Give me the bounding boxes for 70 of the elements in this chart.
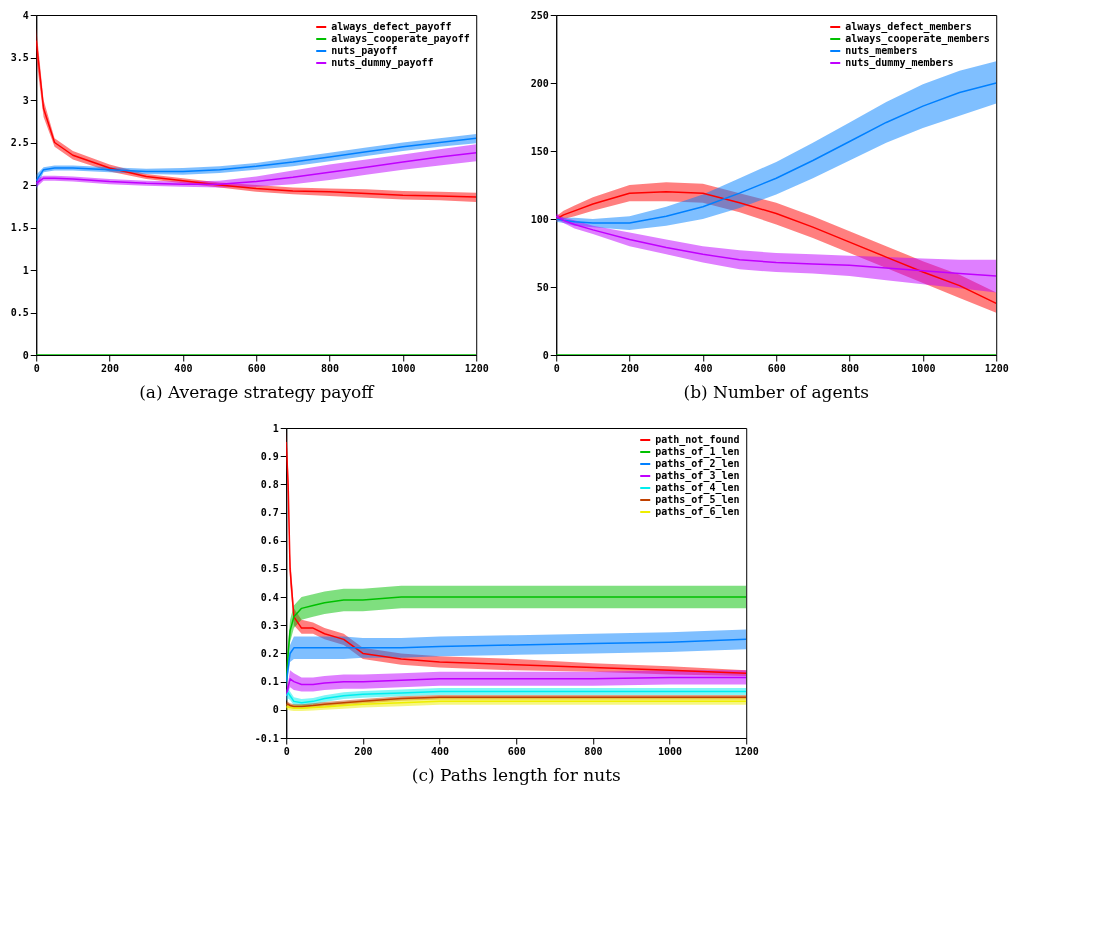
x-tick-label: 0 <box>33 362 40 374</box>
x-tick-label: 400 <box>431 745 450 757</box>
y-tick-label: 2 <box>22 179 29 191</box>
x-tick-label: 800 <box>321 362 340 374</box>
x-tick-label: 1000 <box>911 362 936 374</box>
y-tick-label: 150 <box>530 145 549 157</box>
y-tick-label: 1 <box>22 264 29 276</box>
x-tick-label: 1200 <box>464 362 489 374</box>
legend-label: always_defect_members <box>845 21 972 33</box>
legend-label: paths_of_6_len <box>655 506 740 518</box>
legend-label: paths_of_5_len <box>655 494 740 506</box>
y-tick-label: 2.5 <box>10 137 29 148</box>
y-tick-label: 100 <box>530 213 549 225</box>
y-tick-label: 0.2 <box>260 647 279 659</box>
x-tick-label: 800 <box>584 745 603 757</box>
y-tick-label: 50 <box>536 281 549 293</box>
x-tick-label: 800 <box>841 362 860 374</box>
legend-label: path_not_found <box>655 434 740 446</box>
legend-label: nuts_members <box>845 45 918 57</box>
text: (b) Number of agents <box>683 382 869 402</box>
x-tick-label: 400 <box>174 362 193 374</box>
x-tick-label: 200 <box>354 745 373 757</box>
line-series <box>556 82 997 224</box>
legend-label: paths_of_2_len <box>655 458 740 470</box>
x-tick-label: 0 <box>553 362 560 374</box>
y-tick-label: 0.1 <box>260 676 279 688</box>
line-series <box>556 215 997 277</box>
x-tick-label: 200 <box>101 362 120 374</box>
y-tick-label: 0.5 <box>10 307 29 318</box>
x-tick-label: 200 <box>621 362 640 374</box>
y-tick-label: 0.6 <box>260 535 279 547</box>
y-tick-label: 0 <box>272 704 279 716</box>
y-tick-label: 0.3 <box>260 619 279 631</box>
x-tick-label: 0 <box>283 745 290 757</box>
line-series <box>36 137 477 182</box>
y-tick-label: 0.7 <box>260 507 279 519</box>
legend-label: nuts_dummy_members <box>845 57 954 69</box>
y-tick-label: 0.9 <box>260 450 279 462</box>
y-tick-label: 1.5 <box>10 222 29 233</box>
x-tick-label: 400 <box>694 362 713 374</box>
text: (c) Paths length for nuts <box>411 765 621 785</box>
line-series <box>36 151 477 185</box>
y-tick-label: -0.1 <box>254 732 279 744</box>
x-tick-label: 1200 <box>984 362 1009 374</box>
x-tick-label: 1000 <box>391 362 416 374</box>
legend-label: nuts_payoff <box>331 45 398 57</box>
legend-label: always_cooperate_payoff <box>331 33 470 45</box>
legend-label: paths_of_3_len <box>655 470 740 482</box>
x-tick-label: 600 <box>767 362 786 374</box>
y-tick-label: 250 <box>530 9 549 21</box>
y-tick-label: 3.5 <box>10 52 29 63</box>
y-tick-label: 3 <box>22 94 29 106</box>
y-tick-label: 0.5 <box>260 563 279 575</box>
legend-label: paths_of_1_len <box>655 446 740 458</box>
legend-label: always_defect_payoff <box>331 21 452 33</box>
y-tick-label: 0 <box>542 349 549 361</box>
y-tick-label: 0 <box>22 349 29 361</box>
x-tick-label: 600 <box>507 745 526 757</box>
x-tick-label: 1200 <box>734 745 759 757</box>
y-tick-label: 0.4 <box>260 591 279 603</box>
y-tick-label: 0.8 <box>260 478 279 490</box>
x-tick-label: 600 <box>247 362 266 374</box>
legend-label: nuts_dummy_payoff <box>331 57 434 69</box>
y-tick-label: 200 <box>530 77 549 89</box>
y-tick-label: 4 <box>22 9 29 21</box>
x-tick-label: 1000 <box>658 745 683 757</box>
legend-label: paths_of_4_len <box>655 482 740 494</box>
legend-label: always_cooperate_members <box>845 33 990 45</box>
text: (a) Average strategy payoff <box>139 382 376 402</box>
y-tick-label: 1 <box>272 422 279 434</box>
